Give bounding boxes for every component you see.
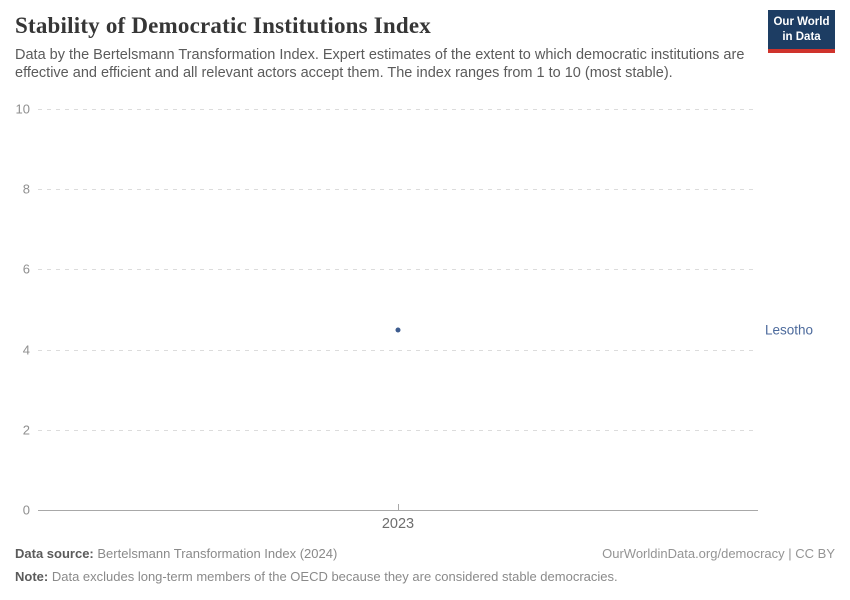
x-tick-mark bbox=[398, 504, 399, 510]
entity-label-lesotho[interactable]: Lesotho bbox=[765, 322, 814, 338]
y-tick-label: 8 bbox=[22, 181, 30, 197]
y-tick-label: 4 bbox=[22, 342, 30, 358]
owid-logo-line2: in Data bbox=[782, 30, 821, 43]
y-tick-label: 2 bbox=[22, 422, 30, 438]
owid-logo-line1: Our World bbox=[773, 16, 830, 29]
y-tick-label: 0 bbox=[22, 502, 30, 518]
gridline bbox=[38, 269, 758, 271]
rights-link[interactable]: OurWorldinData.org/democracy | CC BY bbox=[602, 546, 835, 561]
x-axis-line bbox=[38, 510, 758, 511]
x-tick-label: 2023 bbox=[381, 516, 415, 532]
footer-note-row: Note: Data excludes long-term members of… bbox=[15, 569, 835, 585]
note-label: Note: bbox=[15, 569, 49, 585]
owid-logo[interactable]: Our World in Data bbox=[768, 10, 835, 53]
chart-header: Stability of Democratic Institutions Ind… bbox=[0, 0, 850, 83]
data-source-value: Bertelsmann Transformation Index (2024) bbox=[97, 546, 338, 561]
page-title: Stability of Democratic Institutions Ind… bbox=[15, 13, 432, 38]
footer-source-row: Data source: Bertelsmann Transformation … bbox=[15, 546, 835, 562]
data-source-text: Data source: Bertelsmann Transformation … bbox=[15, 546, 337, 562]
gridline bbox=[38, 349, 758, 351]
data-source-label: Data source: bbox=[15, 546, 94, 561]
chart-subtitle: Data by the Bertelsmann Transformation I… bbox=[15, 47, 745, 82]
chart-footer: Data source: Bertelsmann Transformation … bbox=[15, 546, 835, 586]
y-tick-label: 6 bbox=[22, 261, 30, 277]
gridline bbox=[38, 109, 758, 110]
gridline bbox=[38, 189, 758, 191]
data-point-lesotho[interactable] bbox=[395, 327, 401, 333]
y-tick-label: 10 bbox=[15, 101, 30, 117]
note-value: Data excludes long-term members of the O… bbox=[51, 569, 618, 585]
plot-area: 2023 Lesotho 0 2 4 6 8 10 bbox=[16, 102, 814, 533]
gridline bbox=[38, 429, 758, 431]
